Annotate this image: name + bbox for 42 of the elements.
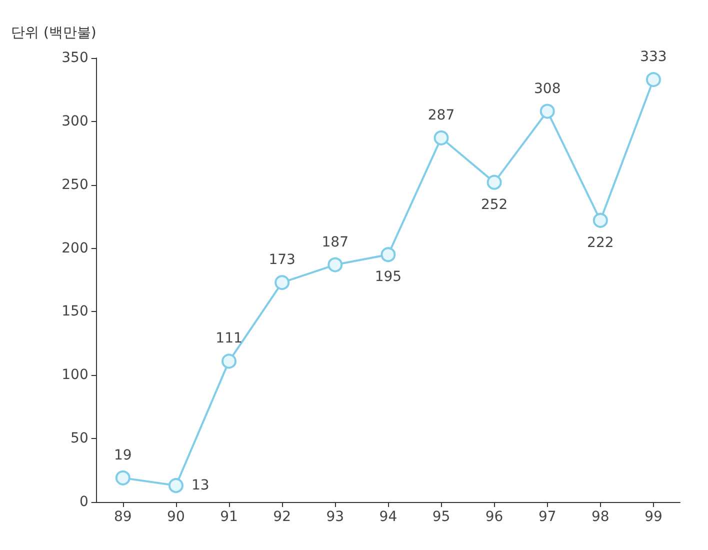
x-tick-label: 89: [114, 509, 132, 525]
data-label: 252: [480, 196, 508, 213]
x-tick-label: 91: [220, 509, 238, 525]
data-label: 19: [114, 447, 132, 464]
x-tick-label: 90: [167, 509, 185, 525]
x-tick-label: 99: [644, 509, 662, 525]
y-tick-label: 0: [79, 494, 88, 510]
point: [380, 247, 396, 262]
y-tick-label: 150: [62, 304, 88, 320]
x-tick-label: 95: [432, 509, 450, 525]
y-tick-label: 350: [62, 50, 88, 66]
point: [222, 354, 237, 369]
x-tick-label: 92: [273, 509, 291, 525]
y-tick-label: 250: [62, 176, 88, 193]
data-label: 13: [191, 478, 210, 494]
data-label: 308: [534, 80, 561, 97]
point: [434, 130, 449, 146]
x-tick-label: 96: [485, 509, 504, 525]
data-label: 333: [640, 49, 667, 66]
data-label: 195: [374, 269, 402, 286]
x-tick-label: 94: [379, 509, 398, 525]
point: [540, 104, 555, 119]
point: [274, 275, 290, 290]
data-label: 222: [587, 234, 614, 251]
x-tick-label: 97: [538, 509, 556, 525]
point: [168, 478, 184, 494]
point: [328, 257, 343, 272]
point: [646, 72, 661, 88]
point: [592, 212, 608, 228]
data-label: 173: [268, 252, 296, 268]
y-tick-label: 100: [62, 367, 88, 384]
x-tick-label: 93: [326, 509, 344, 525]
point: [486, 174, 502, 190]
y-axis-title: 단위 (백만불): [11, 25, 96, 41]
data-label: 187: [322, 234, 348, 250]
y-tick-label: 200: [62, 240, 88, 256]
y-tick-label: 50: [70, 430, 88, 447]
data-label: 287: [428, 107, 455, 124]
point: [115, 470, 130, 486]
x-tick-label: 98: [592, 509, 610, 525]
data-label: 111: [216, 330, 242, 347]
y-tick-label: 300: [62, 113, 88, 130]
